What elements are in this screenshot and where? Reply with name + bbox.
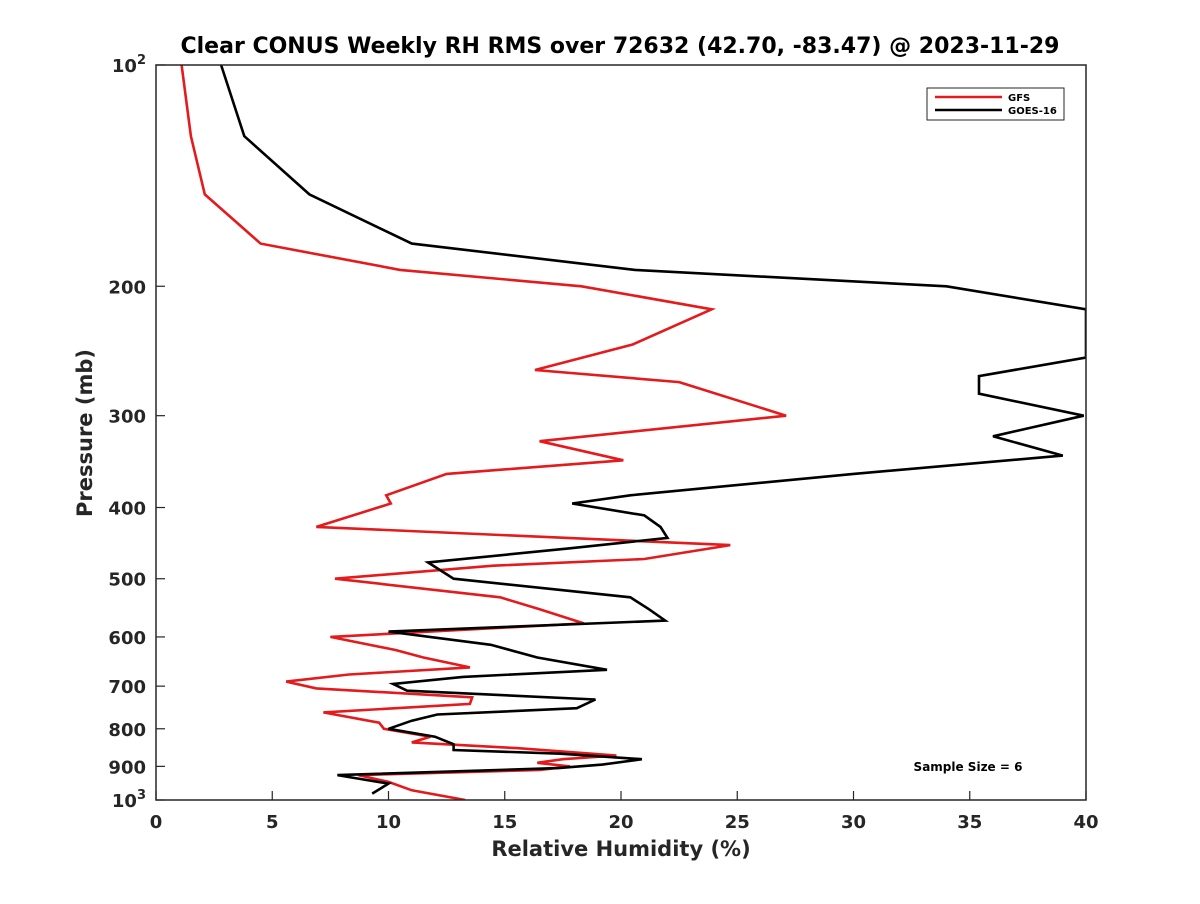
y-tick-label: 200 [108,277,146,298]
legend-label-gfs: GFS [1008,93,1030,104]
x-tick-label: 5 [266,812,279,833]
y-axis-label: Pressure (mb) [73,349,97,517]
y-tick-label: 103 [112,788,146,812]
y-tick-label: 400 [108,499,146,520]
y-axis-ticks: 102 200 300 400 500 600 700 800 900 103 [108,53,165,812]
y-tick-label: 600 [108,628,146,649]
y-tick-label: 900 [108,757,146,778]
x-tick-label: 0 [150,812,163,833]
series-line-gfs [180,65,787,800]
legend: GFS GOES-16 [926,87,1065,121]
x-axis-ticks: 0 5 10 15 20 25 30 35 40 [150,791,1099,833]
x-tick-label: 20 [608,812,633,833]
y-tick-label: 800 [108,720,146,741]
legend-label-goes-16: GOES-16 [1008,106,1057,117]
y-tick-label: 300 [108,407,146,428]
x-tick-label: 10 [376,812,401,833]
x-tick-label: 25 [725,812,750,833]
series-line-goes-16 [219,65,1086,795]
x-tick-label: 35 [957,812,982,833]
x-tick-label: 40 [1073,812,1098,833]
chart-title: Clear CONUS Weekly RH RMS over 72632 (42… [181,34,1060,59]
x-tick-label: 30 [841,812,866,833]
sample-size-annotation: Sample Size = 6 [914,760,1023,774]
y-tick-label: 102 [112,53,146,77]
y-tick-label: 700 [108,677,146,698]
y-tick-label: 500 [108,570,146,591]
x-axis-label: Relative Humidity (%) [491,837,750,861]
legend-box [926,87,1065,121]
series-layer [180,65,1086,800]
x-tick-label: 15 [492,812,517,833]
